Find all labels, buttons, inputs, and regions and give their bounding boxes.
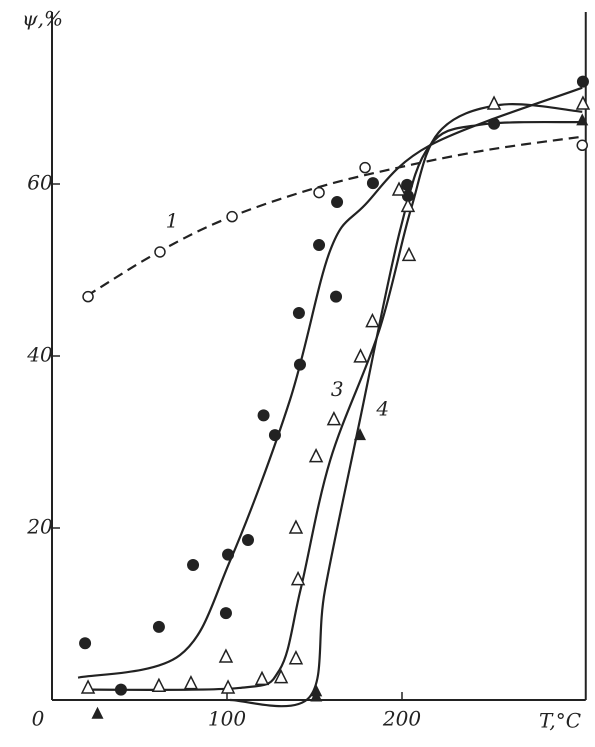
marker	[254, 670, 270, 686]
marker	[273, 668, 289, 684]
marker	[257, 409, 270, 422]
marker	[576, 75, 589, 88]
marker	[366, 177, 379, 190]
x-tick-label: 200	[382, 707, 421, 731]
marker	[219, 607, 232, 620]
marker	[222, 548, 235, 561]
curve	[229, 120, 583, 708]
marker	[330, 290, 343, 303]
y-tick-label: 20	[26, 515, 53, 539]
marker	[80, 679, 96, 694]
marker	[326, 410, 342, 426]
marker	[220, 679, 236, 694]
marker	[486, 95, 502, 110]
marker	[359, 161, 371, 174]
marker	[187, 558, 200, 571]
marker	[310, 689, 323, 702]
marker	[154, 246, 166, 258]
marker	[401, 178, 414, 191]
marker	[488, 117, 501, 130]
marker	[575, 95, 591, 110]
marker	[308, 447, 324, 463]
marker	[576, 139, 588, 152]
marker	[183, 674, 199, 690]
marker	[152, 620, 165, 633]
x-tick-label: 0	[32, 707, 45, 731]
x-tick-label: 100	[208, 707, 246, 731]
marker	[365, 312, 380, 328]
marker	[288, 519, 304, 534]
marker	[292, 307, 305, 319]
marker	[293, 358, 306, 371]
marker	[288, 650, 304, 665]
marker	[242, 534, 254, 547]
marker	[354, 428, 366, 441]
marker	[91, 706, 104, 719]
marker	[114, 683, 127, 696]
y-axis-label: ψ,%	[22, 7, 63, 31]
curve-label: 4	[375, 397, 389, 421]
marker	[576, 113, 589, 126]
curve-label: 1	[166, 208, 179, 232]
curve	[86, 135, 583, 297]
marker	[226, 210, 238, 223]
marker	[401, 246, 417, 262]
y-tick-label: 40	[26, 343, 53, 367]
marker	[313, 186, 325, 199]
marker	[400, 197, 416, 213]
marker	[290, 570, 306, 586]
marker	[391, 181, 407, 196]
x-axis-label: T,°C	[539, 709, 581, 733]
marker	[79, 637, 92, 650]
marker	[313, 239, 326, 252]
y-tick-label: 60	[27, 171, 53, 195]
marker	[218, 648, 234, 663]
marker	[82, 290, 94, 303]
marker	[331, 196, 344, 209]
marker	[353, 348, 368, 363]
marker	[151, 677, 167, 692]
marker	[401, 190, 414, 203]
curve-label: 3	[331, 377, 344, 401]
marker	[268, 429, 281, 442]
